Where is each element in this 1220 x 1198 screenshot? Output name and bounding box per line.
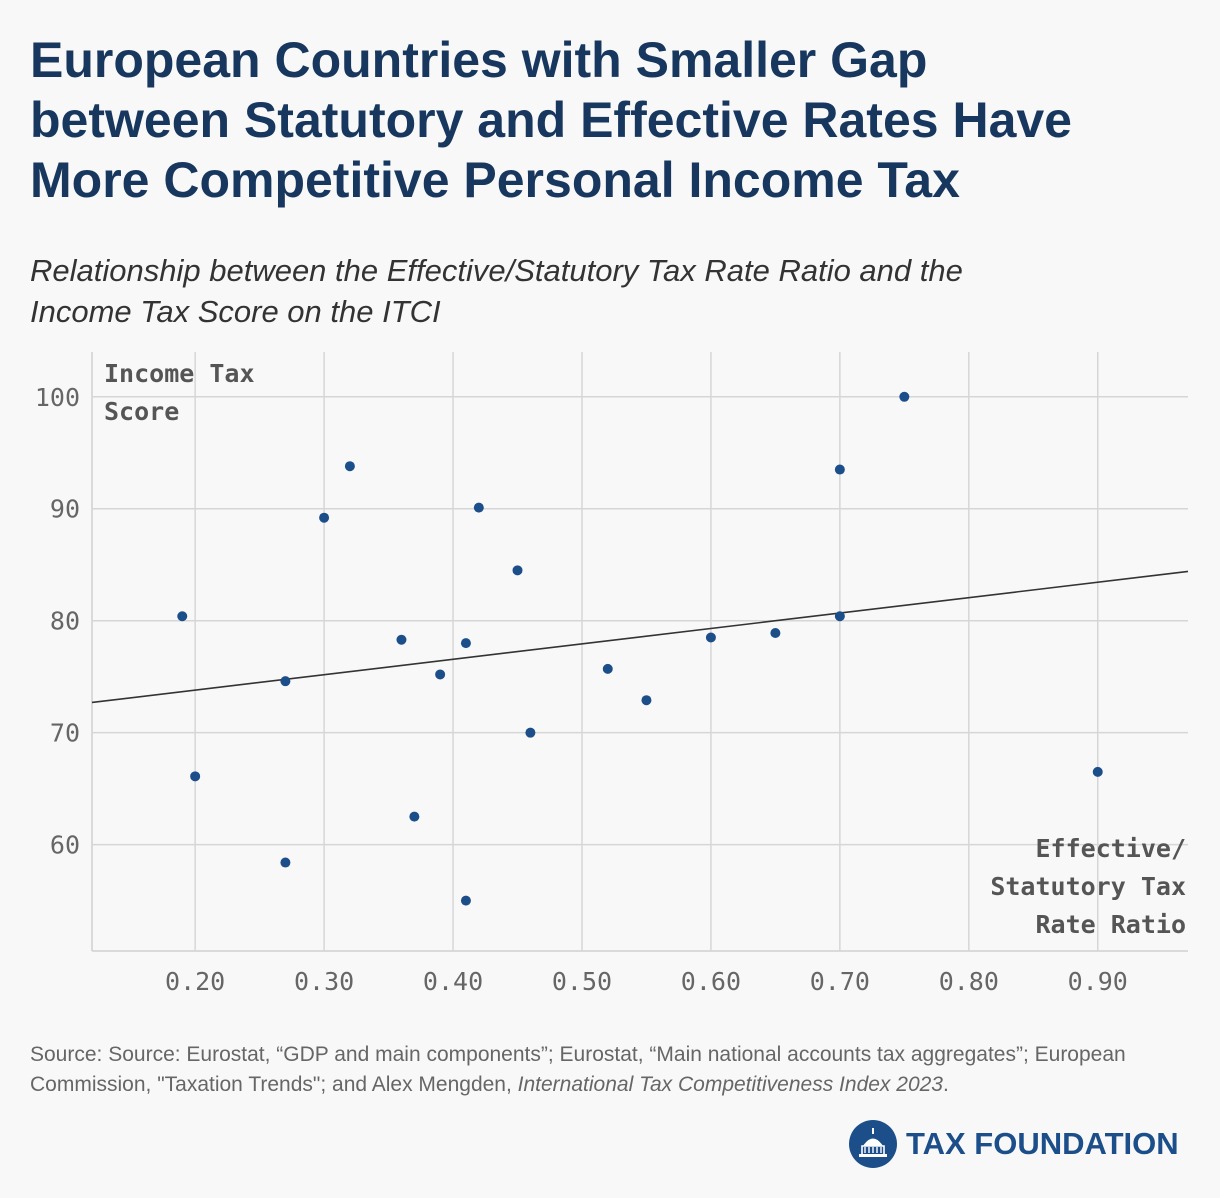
- y-tick-label: 60: [50, 831, 80, 860]
- source-publication: International Tax Competitiveness Index …: [517, 1073, 943, 1096]
- data-point: [319, 512, 330, 523]
- y-axis-title: Income Tax: [104, 359, 255, 388]
- x-axis-title: Statutory Tax: [990, 872, 1186, 901]
- data-point: [460, 638, 471, 649]
- data-point: [834, 464, 845, 475]
- data-point: [280, 676, 291, 687]
- data-point: [190, 771, 201, 782]
- x-tick-label: 0.70: [810, 967, 870, 996]
- x-tick-label: 0.60: [681, 967, 741, 996]
- y-axis-title: Score: [104, 397, 179, 426]
- x-tick-label: 0.20: [165, 967, 225, 996]
- trend-line: [91, 570, 1189, 704]
- y-tick-label: 90: [50, 495, 80, 524]
- data-point: [602, 663, 613, 674]
- source-text: Source: Source: Eurostat, “GDP and main …: [30, 1043, 1126, 1096]
- source-note: Source: Source: Eurostat, “GDP and main …: [30, 1040, 1200, 1100]
- data-point: [435, 669, 446, 680]
- x-tick-label: 0.40: [423, 967, 483, 996]
- y-tick-label: 80: [50, 607, 80, 636]
- y-tick-label: 100: [35, 383, 80, 412]
- source-end: .: [942, 1073, 949, 1096]
- data-point: [834, 611, 845, 622]
- data-point: [1092, 766, 1103, 777]
- chart-subtitle: Relationship between the Effective/Statu…: [30, 253, 963, 329]
- data-point: [899, 391, 910, 402]
- data-point: [770, 628, 781, 639]
- data-point: [473, 502, 484, 513]
- capitol-dome-icon: [849, 1120, 897, 1168]
- x-tick-label: 0.30: [294, 967, 354, 996]
- scatter-chart: 0.20 0.30 0.40 0.50 0.60 0.70 0.80 0.90 60 70 80 90…: [35, 352, 1189, 996]
- data-point: [705, 632, 716, 643]
- label-layer: 0.20 0.30 0.40 0.50 0.60 0.70 0.80 0.90 60 70 80 90…: [35, 359, 1186, 996]
- data-point: [177, 611, 188, 622]
- data-point: [280, 857, 291, 868]
- data-point: [525, 727, 536, 738]
- data-point: [641, 695, 652, 706]
- y-tick-label: 70: [50, 719, 80, 748]
- data-point: [344, 461, 355, 472]
- dot-layer: [177, 391, 1103, 906]
- x-tick-label: 0.90: [1068, 967, 1128, 996]
- trend-layer: [91, 570, 1189, 704]
- data-point: [396, 634, 407, 645]
- data-point: [512, 565, 523, 576]
- x-axis-title: Effective/: [1035, 834, 1186, 863]
- logo-text: TAX FOUNDATION: [906, 1126, 1179, 1161]
- grid-layer: [91, 352, 1188, 952]
- data-point: [409, 811, 420, 822]
- chart-title: European Countries with Smaller Gap betw…: [30, 32, 1072, 208]
- x-axis-title: Rate Ratio: [1035, 910, 1186, 939]
- x-tick-label: 0.80: [939, 967, 999, 996]
- data-point: [460, 895, 471, 906]
- tax-foundation-logo: TAX FOUNDATION: [848, 1116, 1179, 1172]
- x-tick-label: 0.50: [552, 967, 612, 996]
